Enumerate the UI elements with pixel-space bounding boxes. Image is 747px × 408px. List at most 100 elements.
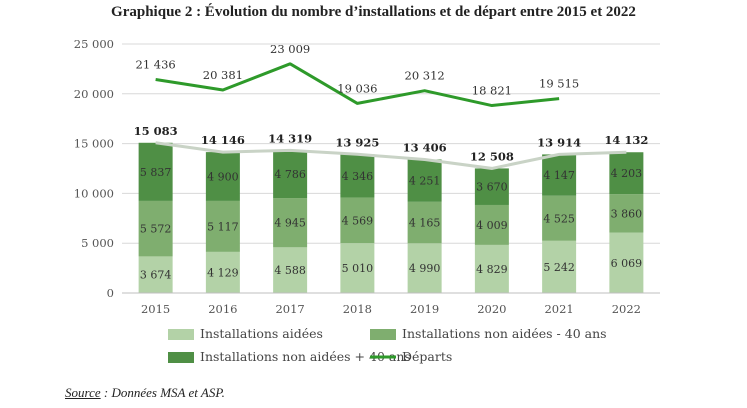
departs-label: 21 436	[136, 57, 176, 71]
x-tick-label: 2016	[208, 302, 237, 316]
legend-label: Installations non aidées + 40 ans	[200, 349, 411, 364]
x-tick-label: 2018	[343, 302, 372, 316]
bar-segment	[205, 200, 240, 252]
chart-title: Graphique 2 : Évolution du nombre d’inst…	[111, 4, 636, 20]
bar-segment-label: 4 900	[207, 171, 239, 184]
bar-segment	[609, 152, 644, 195]
y-tick-label: 15 000	[74, 137, 114, 151]
bar-segment-label: 6 069	[611, 257, 643, 270]
total-label: 14 146	[201, 133, 245, 147]
total-label: 12 508	[470, 149, 514, 163]
bar-segment	[205, 251, 240, 293]
x-tick-label: 2021	[544, 302, 573, 316]
total-label: 15 083	[134, 124, 178, 138]
bar-segment-label: 5 242	[543, 261, 575, 274]
bar-segment	[340, 243, 375, 293]
source-text: : Données MSA et ASP.	[100, 385, 225, 400]
bar-segment-label: 4 203	[611, 167, 643, 180]
x-tick-label: 2015	[141, 302, 170, 316]
bar-segment-label: 4 829	[476, 263, 508, 276]
x-tick-label: 2022	[612, 302, 641, 316]
x-tick-label: 2020	[477, 302, 506, 316]
bar-segment	[273, 247, 308, 293]
total-label: 13 406	[403, 140, 447, 154]
bar-segment-label: 4 990	[409, 262, 441, 275]
bar-segment-label: 5 837	[140, 166, 172, 179]
bar-segment	[340, 154, 375, 198]
bar-segment	[340, 197, 375, 244]
legend-label: Installations aidées	[200, 326, 323, 341]
departs-label: 20 312	[405, 69, 445, 83]
bar-segment	[609, 232, 644, 293]
legend-label: Installations non aidées - 40 ans	[402, 326, 607, 341]
x-tick-label: 2017	[275, 302, 304, 316]
stacked-bar-chart: 0 5 000 10 000 15 000 20 000 25 000 3 674 5 57…	[74, 37, 660, 364]
bar-segment-label: 4 786	[274, 168, 306, 181]
y-tick-label: 20 000	[74, 87, 114, 101]
total-label: 14 319	[268, 131, 312, 145]
total-label: 14 132	[604, 133, 648, 147]
total-label: 13 925	[335, 135, 379, 149]
departs-line-group: 21 436 20 381 23 009 19 036 20 312 18 821 19 5…	[136, 42, 579, 108]
departs-label: 18 821	[472, 84, 512, 98]
legend: Installations aidées Installations non ai…	[168, 326, 607, 364]
bar-segment-label: 4 346	[342, 170, 374, 183]
bars: 3 674 5 572 5 837 4 129 5 117 4 900 4 588 4 945…	[138, 142, 644, 293]
departs-label: 19 036	[337, 81, 377, 95]
bar-segment	[474, 204, 509, 245]
y-tick-label: 25 000	[74, 37, 114, 51]
legend-item: Installations non aidées - 40 ans	[370, 326, 607, 341]
bar-segment	[205, 152, 240, 201]
bar-segment	[474, 244, 509, 293]
bar-segment	[407, 243, 442, 293]
bar-segment-label: 5 117	[207, 220, 239, 233]
bar-segment	[542, 195, 577, 241]
bar-segment-label: 4 569	[342, 214, 374, 227]
bar-segment-label: 3 670	[476, 181, 508, 194]
departs-label: 19 515	[539, 77, 579, 91]
bar-segment	[138, 200, 173, 257]
bar-segment	[542, 240, 577, 293]
bar-segment-label: 4 009	[476, 219, 508, 232]
bar-segment-label: 5 572	[140, 223, 172, 236]
legend-item: Départs	[370, 349, 452, 364]
y-tick-label: 0	[107, 286, 114, 300]
y-tick-label: 10 000	[74, 186, 114, 200]
bar-segment-label: 4 165	[409, 217, 441, 230]
total-label: 13 914	[537, 135, 581, 149]
bar-segment-label: 4 525	[543, 212, 575, 225]
legend-swatch	[168, 352, 194, 363]
totals-overlay: 15 083 14 146 14 319 13 925 13 406 12 508 13 9…	[134, 124, 648, 170]
bar-segment-label: 5 010	[342, 262, 374, 275]
bar-segment	[407, 159, 442, 202]
bar-segment-label: 3 674	[140, 269, 172, 282]
legend-item: Installations non aidées + 40 ans	[168, 349, 411, 364]
departs-line	[155, 62, 560, 108]
bar-segment-label: 4 251	[409, 175, 441, 188]
x-tick-label: 2019	[410, 302, 439, 316]
bar-segment	[407, 201, 442, 244]
bar-segment-label: 3 860	[611, 207, 643, 220]
departs-label: 23 009	[270, 42, 310, 56]
bar-segment-label: 4 588	[274, 264, 306, 277]
bar-segment	[474, 168, 509, 205]
legend-swatch	[168, 329, 194, 340]
bar-segment-label: 4 945	[274, 217, 306, 230]
x-axis: 2015 2016 2017 2018 2019 2020 2021 2022	[122, 292, 660, 316]
bar-segment	[542, 154, 577, 196]
bar-segment	[138, 142, 173, 201]
bar-segment	[138, 256, 173, 293]
totals-line	[155, 141, 627, 170]
y-tick-label: 5 000	[81, 236, 114, 250]
bar-segment-label: 4 129	[207, 266, 239, 279]
source-note: Source : Données MSA et ASP.	[65, 385, 225, 401]
legend-label: Départs	[402, 349, 452, 364]
y-axis: 0 5 000 10 000 15 000 20 000 25 000	[74, 37, 114, 300]
bar-segment	[273, 198, 308, 248]
departs-label: 20 381	[203, 68, 243, 82]
bar-segment	[609, 194, 644, 233]
bar-segment-label: 4 147	[543, 169, 575, 182]
legend-swatch	[370, 329, 396, 340]
bar-segment	[273, 150, 308, 199]
legend-item: Installations aidées	[168, 326, 323, 341]
